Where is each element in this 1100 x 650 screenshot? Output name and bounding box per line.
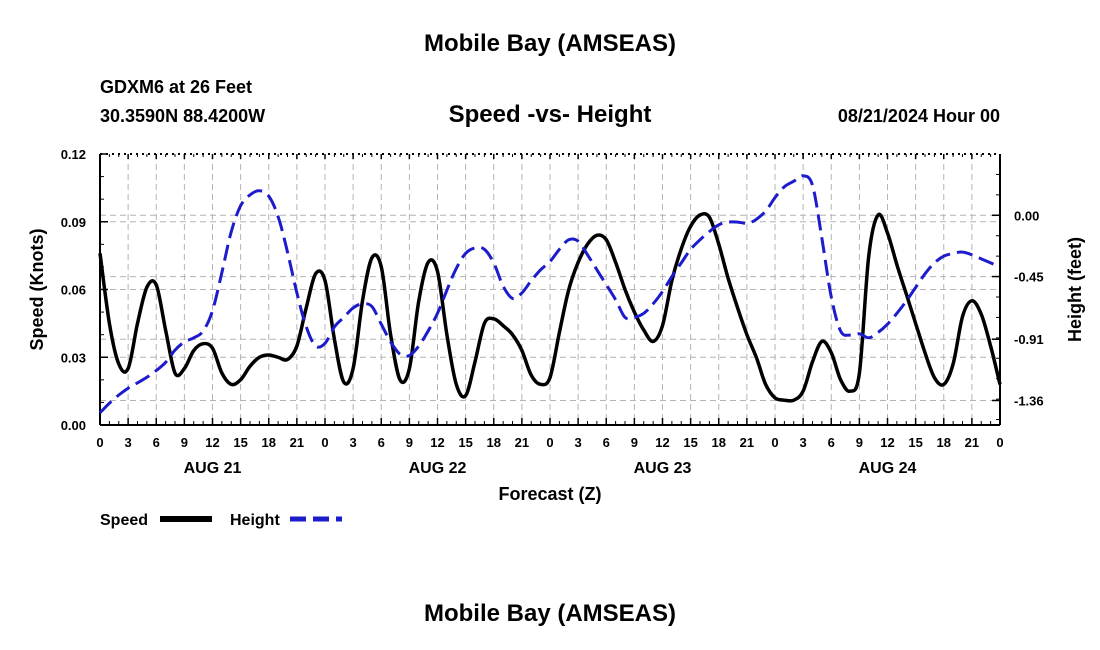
x-tick-label: 9 [406, 435, 413, 450]
x-tick-label: 3 [800, 435, 807, 450]
x-tick-label: 6 [603, 435, 610, 450]
legend-label-height: Height [230, 512, 280, 529]
x-tick-label: 18 [487, 435, 501, 450]
chart-title: Speed -vs- Height [448, 101, 652, 128]
x-tick-label: 12 [205, 435, 219, 450]
series-line-speed [98, 211, 1002, 403]
x-tick-label: 3 [125, 435, 132, 450]
station-name: GDXM6 at 26 Feet [100, 77, 253, 97]
x-tick-label: 6 [828, 435, 835, 450]
main-title: Mobile Bay (AMSEAS) [423, 30, 677, 57]
x-tick-label: 18 [712, 435, 726, 450]
x-tick-label: 21 [965, 435, 979, 450]
x-tick-label: 15 [683, 435, 697, 450]
x-tick-label: 15 [233, 435, 247, 450]
x-tick-label: 9 [181, 435, 188, 450]
x-axis-label: Forecast (Z) [498, 484, 601, 504]
x-tick-label: 0 [546, 435, 553, 450]
x-tick-label: 21 [515, 435, 529, 450]
x-tick-label: 21 [290, 435, 304, 450]
x-tick-label: 21 [740, 435, 754, 450]
x-tick-label: 12 [880, 435, 894, 450]
x-tick-label: 0 [96, 435, 103, 450]
x-tick-label: 6 [378, 435, 385, 450]
x-tick-label: 12 [430, 435, 444, 450]
right-tick-label: -0.91 [1014, 332, 1044, 347]
left-tick-label: 0.12 [61, 147, 86, 162]
date-label: AUG 22 [409, 460, 467, 477]
left-tick-label: 0.06 [61, 283, 86, 298]
x-tick-label: 9 [631, 435, 638, 450]
right-tick-label: -1.36 [1014, 393, 1044, 408]
series-line-height [98, 174, 1001, 414]
x-tick-label: 0 [771, 435, 778, 450]
x-tick-label: 18 [262, 435, 276, 450]
left-tick-label: 0.03 [61, 350, 86, 365]
x-tick-label: 18 [937, 435, 951, 450]
x-tick-label: 6 [153, 435, 160, 450]
x-tick-label: 3 [350, 435, 357, 450]
date-label: AUG 24 [859, 460, 917, 477]
date-label: AUG 21 [184, 460, 242, 477]
legend-label-speed: Speed [100, 512, 148, 529]
right-tick-label: -0.45 [1014, 270, 1044, 285]
right-tick-label: 0.00 [1014, 208, 1039, 223]
left-tick-label: 0.00 [61, 418, 86, 433]
left-tick-label: 0.09 [61, 215, 86, 230]
x-tick-label: 0 [996, 435, 1003, 450]
bottom-title: Mobile Bay (AMSEAS) [423, 600, 677, 627]
x-tick-label: 9 [856, 435, 863, 450]
date-label: AUG 23 [634, 460, 692, 477]
x-tick-label: 15 [458, 435, 472, 450]
forecast-datetime: 08/21/2024 Hour 00 [837, 106, 1000, 126]
station-coordinates: 30.3590N 88.4200W [100, 106, 266, 126]
x-tick-label: 12 [655, 435, 669, 450]
y-axis-label-right: Height (feet) [1065, 237, 1085, 342]
x-tick-label: 15 [908, 435, 922, 450]
y-axis-label-left: Speed (Knots) [27, 228, 47, 350]
x-tick-label: 3 [575, 435, 582, 450]
x-tick-label: 0 [321, 435, 328, 450]
